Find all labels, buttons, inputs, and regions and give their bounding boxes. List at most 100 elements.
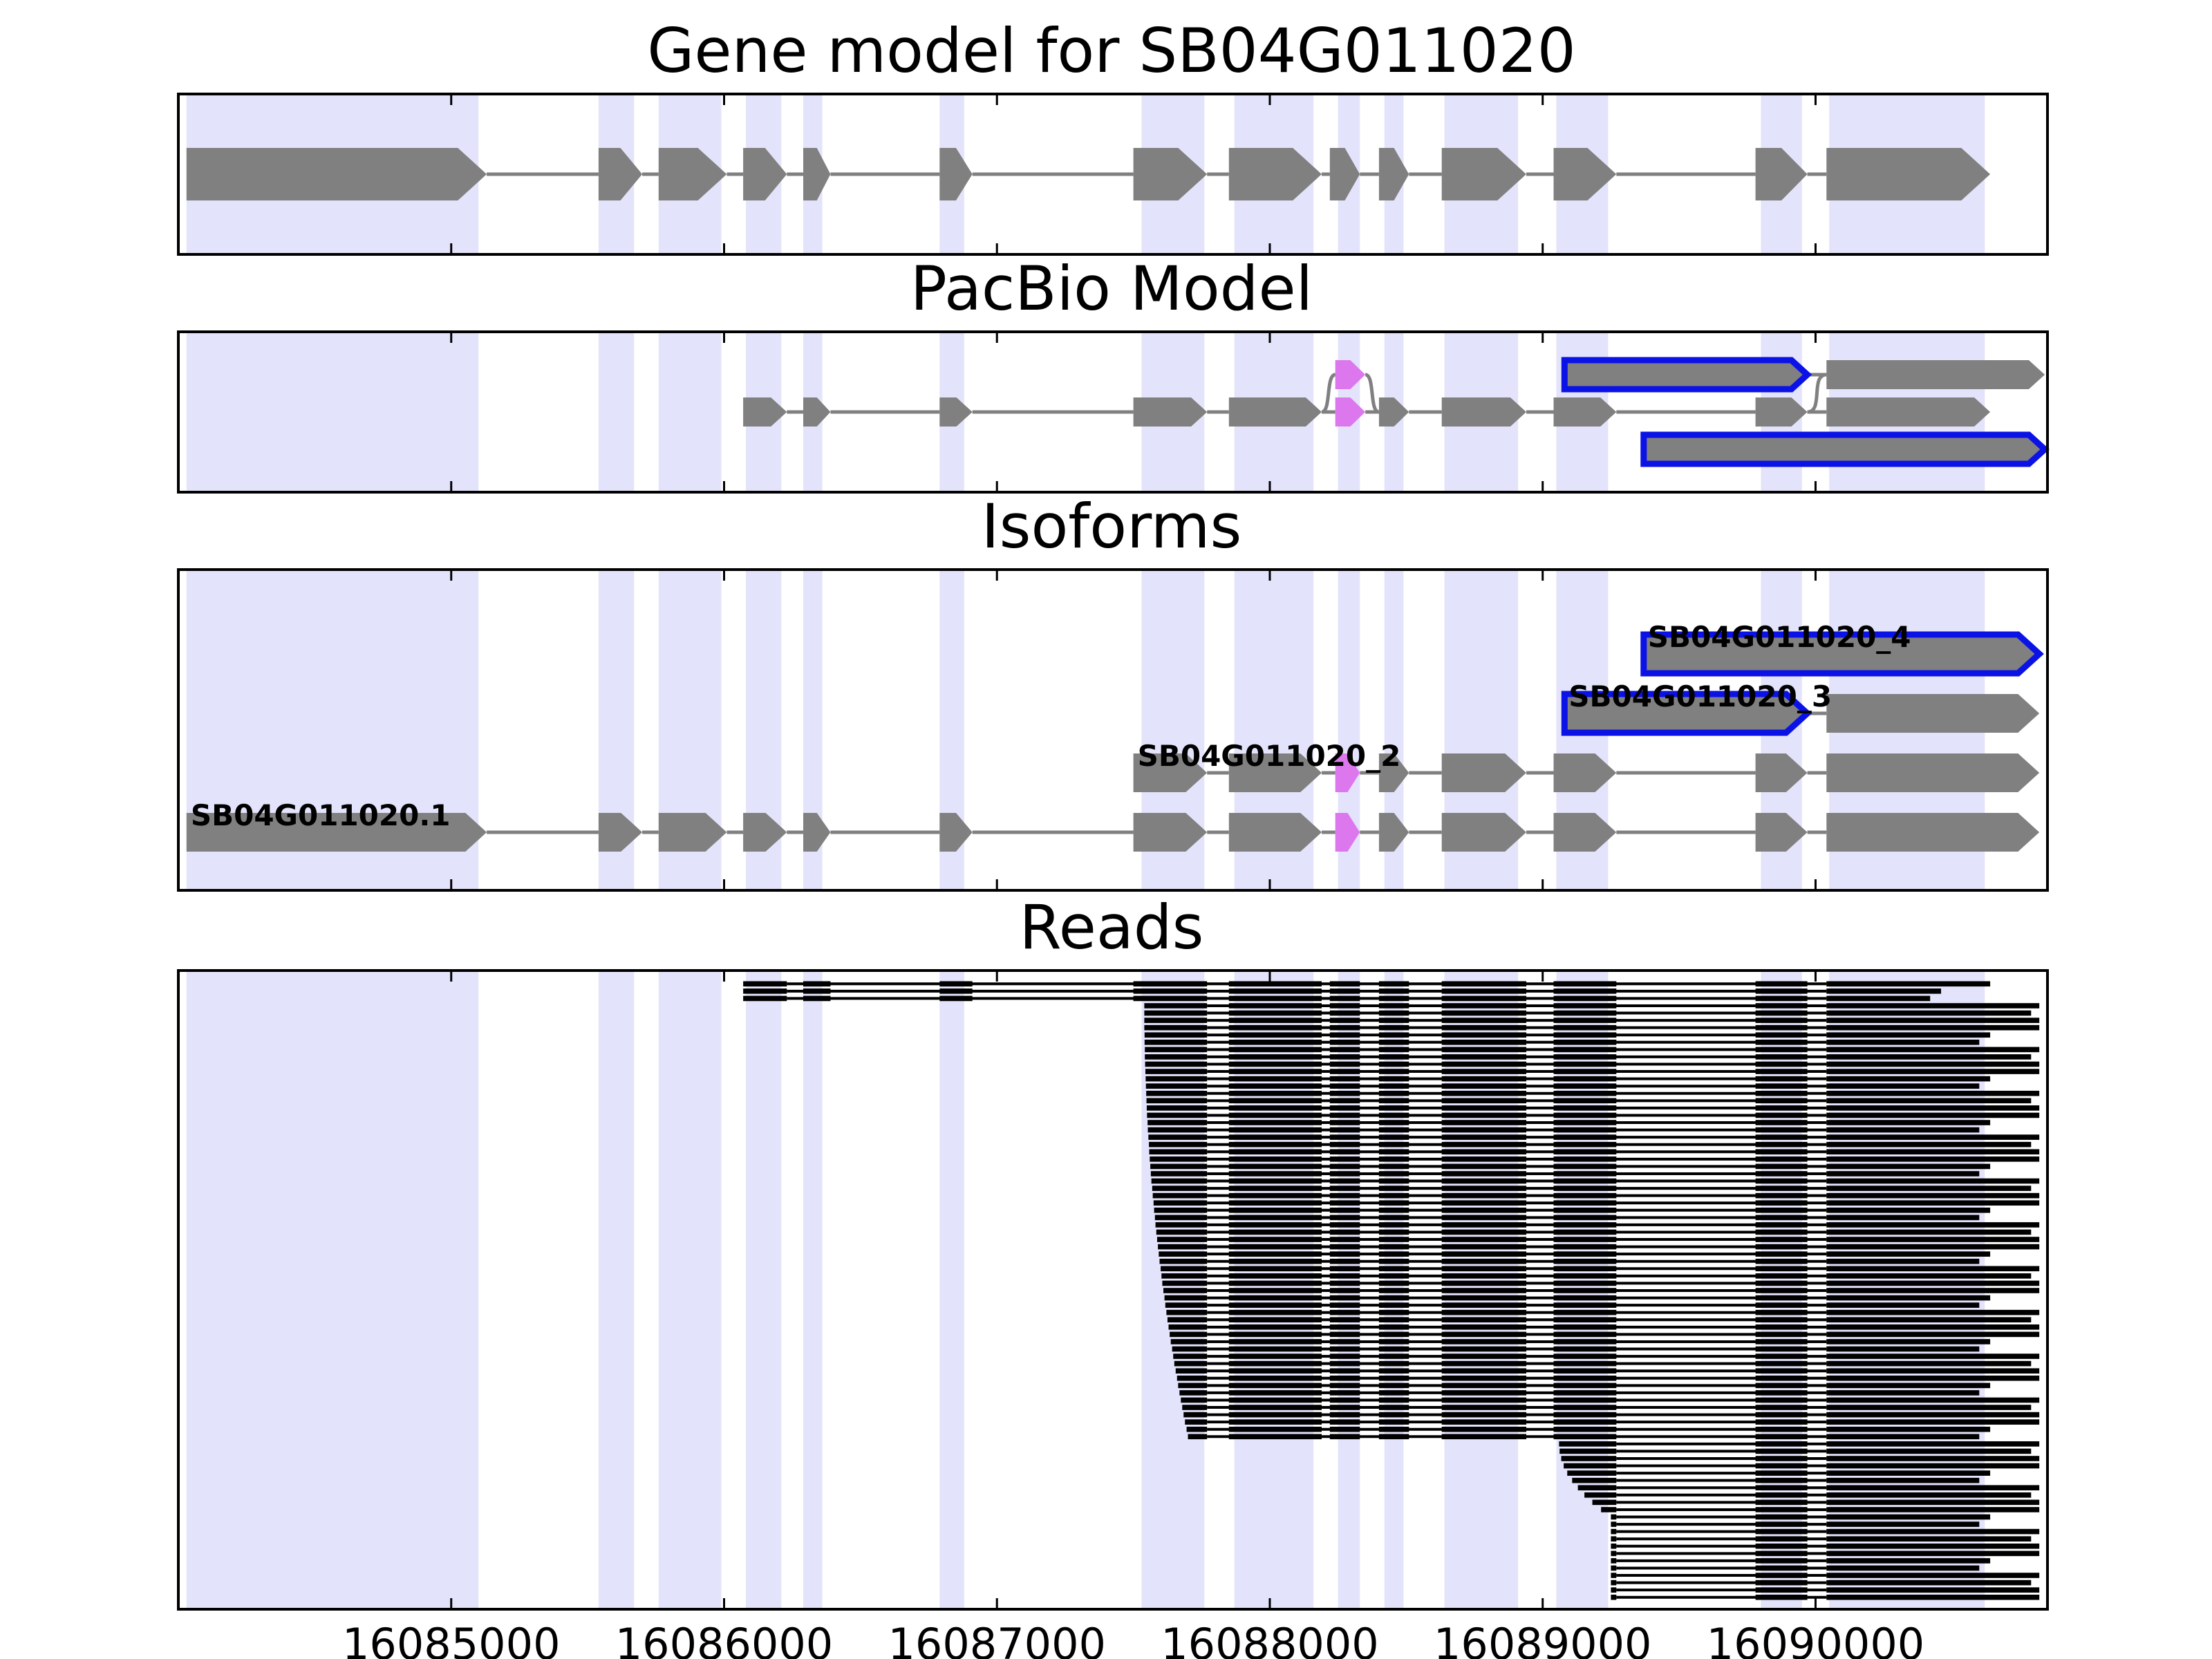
read-block [1755, 1426, 1808, 1432]
read-block [1228, 981, 1322, 987]
read-block [1553, 1419, 1617, 1425]
read-block [1553, 1149, 1617, 1155]
read-block [1755, 1309, 1808, 1315]
exon [1553, 753, 1617, 792]
read-block [1148, 1134, 1208, 1140]
read-block [1144, 1018, 1208, 1023]
read-block [1755, 1280, 1808, 1286]
read-block [1572, 1477, 1617, 1483]
read-block [1166, 1309, 1208, 1315]
x-tick-label: 16090000 [1707, 1619, 1925, 1659]
read-block [1826, 1258, 1980, 1264]
read [743, 995, 1931, 1002]
read-block [939, 988, 973, 994]
exon [939, 813, 973, 852]
read-block [1441, 1098, 1527, 1104]
read-block [1755, 1587, 1808, 1593]
read [1145, 1083, 1980, 1089]
read [1145, 1054, 2032, 1060]
read-block [1329, 1215, 1360, 1221]
read-block [1378, 988, 1409, 994]
read-block [1755, 1573, 1808, 1578]
read-block [1755, 1492, 1808, 1498]
read-block [1153, 1200, 1208, 1206]
read-block [1155, 1222, 1208, 1228]
exon [1133, 397, 1208, 427]
pacbio-model-track [743, 357, 2050, 467]
read [1144, 1003, 2040, 1009]
read-block [1228, 1222, 1322, 1228]
read-block [1378, 1382, 1409, 1389]
read-block [1755, 1477, 1808, 1483]
read-block [1329, 1192, 1360, 1199]
read-block [1611, 1573, 1617, 1578]
read-block [1175, 1368, 1208, 1374]
exon [1329, 148, 1360, 200]
read-block [1755, 1412, 1808, 1418]
exon [803, 397, 831, 427]
read-block [1378, 1288, 1409, 1293]
read-block [1755, 1112, 1808, 1118]
read-block [1553, 1229, 1617, 1235]
read-block [1159, 1258, 1208, 1264]
read-block [1553, 1434, 1617, 1440]
read-block [1755, 1550, 1808, 1557]
read-block [1553, 1397, 1617, 1403]
read-block [1177, 1375, 1208, 1381]
read [1155, 1222, 2040, 1228]
read-block [1826, 1141, 2032, 1147]
read-block [1378, 1024, 1409, 1031]
read-block [1158, 1244, 1208, 1250]
read-block [1378, 1426, 1409, 1432]
read-block [1755, 1047, 1808, 1053]
read-block [1441, 1382, 1527, 1389]
read [1182, 1405, 2032, 1410]
read-block [1228, 1039, 1322, 1045]
exon [743, 813, 787, 852]
read [1611, 1594, 2040, 1600]
read [1161, 1266, 2040, 1272]
read-block [1147, 1127, 1208, 1133]
read-block [1611, 1580, 1617, 1586]
read-block [1826, 1514, 1991, 1520]
read-block [1826, 1382, 1991, 1389]
read-block [1553, 1353, 1617, 1359]
read-block [1826, 1521, 1980, 1527]
read-block [1755, 1069, 1808, 1074]
read-block [1553, 988, 1617, 994]
read-block [939, 981, 973, 987]
read-block [1329, 1309, 1360, 1315]
read-block [1441, 1069, 1527, 1074]
read-block [1755, 1353, 1808, 1359]
read-block [1329, 1288, 1360, 1293]
read-block [1553, 1024, 1617, 1031]
read-block [1441, 1076, 1527, 1082]
panel-frame [177, 330, 2049, 494]
read-block [1755, 1229, 1808, 1235]
read-block [1329, 988, 1360, 994]
read-block [1164, 1295, 1208, 1301]
read-block [1228, 1346, 1322, 1352]
splice-branch [1807, 373, 1827, 414]
read-block [1755, 1178, 1808, 1184]
read-block [1755, 1200, 1808, 1206]
read-block [1826, 1302, 1980, 1308]
read-block [1826, 1207, 1991, 1213]
read [1564, 1463, 2040, 1469]
read [1168, 1324, 2040, 1330]
read-block [1228, 1105, 1322, 1111]
read-block [1826, 1565, 1980, 1571]
read-block [1441, 1185, 1527, 1191]
read-block [1329, 1024, 1360, 1031]
read-block [1553, 1360, 1617, 1367]
read [1156, 1229, 2032, 1235]
isoform-label: SB04G011020.1 [191, 798, 451, 832]
exon [1441, 397, 1526, 427]
exon [803, 148, 831, 200]
read [1172, 1346, 1980, 1352]
read-block [1147, 1112, 1208, 1118]
read-block [1553, 1215, 1617, 1221]
read-block [1755, 1302, 1808, 1308]
read-block [1378, 1163, 1409, 1170]
read-block [1441, 1266, 1527, 1272]
